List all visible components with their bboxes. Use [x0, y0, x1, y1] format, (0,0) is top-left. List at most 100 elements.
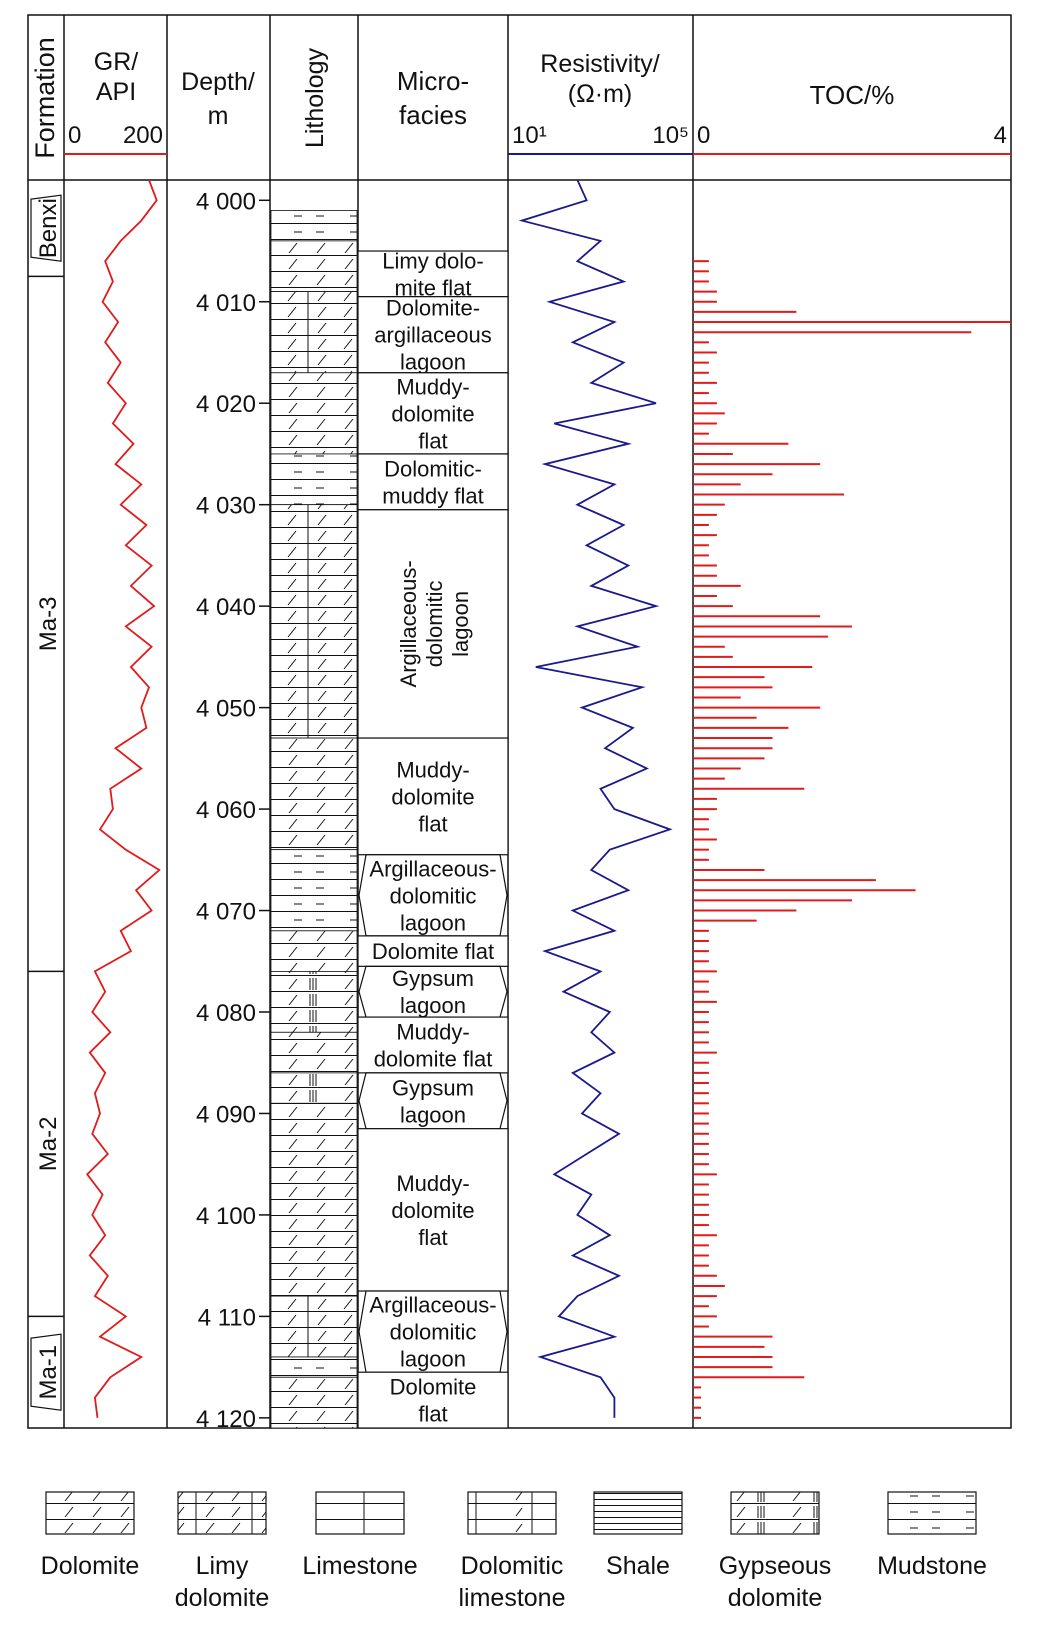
microfacies-label: dolomitic	[390, 1320, 477, 1345]
microfacies-box	[357, 1128, 509, 1292]
gr-track	[86, 179, 161, 1419]
microfacies-header-line2: facies	[399, 100, 467, 130]
lithology-mudstone	[270, 849, 358, 932]
toc-track	[693, 260, 1011, 1419]
microfacies-label: Argillaceous-	[396, 560, 421, 687]
lithology-limy-dolomite	[270, 291, 358, 374]
depth-tick-label: 4 070	[196, 899, 256, 926]
microfacies-label: Dolomitic-	[384, 456, 482, 481]
lithology-gypseous-dolomite	[270, 1072, 358, 1104]
depth-tick-label: 4 030	[196, 493, 256, 520]
legend-label: dolomite	[728, 1584, 823, 1612]
legend-label: Limestone	[302, 1552, 417, 1580]
microfacies-label: lagoon	[400, 1102, 466, 1127]
legend-swatch-dolomite	[45, 1491, 135, 1535]
microfacies-box	[357, 372, 509, 455]
microfacies-label: dolomitic	[422, 580, 447, 667]
microfacies-label: Dolomite	[390, 1375, 477, 1400]
formation-label: Benxi	[35, 198, 62, 258]
depth-tick-label: 4 010	[196, 290, 256, 317]
depth-tick-label: 4 050	[196, 696, 256, 723]
microfacies-box	[357, 296, 509, 374]
lithology-limy-dolomite	[270, 504, 358, 739]
lithology-legend: Dolomite Limy dolomite Limestone Dolomitic li…	[41, 1491, 987, 1612]
toc-header: TOC/%	[810, 80, 895, 110]
formation-label: Ma-3	[35, 597, 62, 652]
microfacies-label: Dolomite-	[386, 296, 480, 321]
microfacies-box	[357, 1371, 509, 1429]
toc-scale-min: 0	[697, 122, 710, 149]
depth-tick-label: 4 020	[196, 391, 256, 418]
microfacies-label: Dolomite flat	[372, 939, 494, 964]
microfacies-label: Gypsum	[392, 1075, 474, 1100]
legend-swatch-dolomitic-limestone	[467, 1491, 557, 1535]
depth-tick-label: 4 120	[196, 1406, 256, 1433]
lithology-dolomite	[270, 930, 358, 972]
lithology-mudstone	[270, 210, 358, 242]
log-frame	[27, 14, 1012, 1429]
microfacies-box	[357, 1016, 509, 1074]
microfacies-label: Muddy-	[396, 1019, 469, 1044]
microfacies-label: dolomite	[391, 401, 474, 426]
depth-header-line2: m	[208, 102, 229, 130]
depth-tick-label: 4 090	[196, 1101, 256, 1128]
header-row: Formation GR/ API 0 200 Depth/ m Litholo…	[30, 37, 1011, 159]
microfacies-label: dolomitic	[390, 883, 477, 908]
resistivity-header-line2: (Ω·m)	[568, 80, 633, 108]
depth-tick-label: 4 080	[196, 1000, 256, 1027]
microfacies-label: flat	[418, 428, 447, 453]
microfacies-label: muddy flat	[382, 483, 484, 508]
formation-label-box	[30, 1333, 62, 1411]
microfacies-label: Argillaceous-	[369, 856, 496, 881]
legend-swatch-limy-dolomite	[177, 1491, 267, 1535]
lithology-dolomite	[270, 1376, 358, 1429]
microfacies-box	[357, 509, 509, 739]
microfacies-box	[357, 737, 509, 856]
resistivity-track	[518, 179, 673, 1418]
lithology-mudstone	[270, 1356, 358, 1378]
legend-label: Gypseous	[719, 1552, 832, 1580]
microfacies-header-line1: Micro-	[397, 66, 469, 96]
microfacies-label: lagoon	[400, 993, 466, 1018]
gr-header-line1: GR/	[94, 48, 139, 76]
microfacies-label: Limy dolo-	[382, 248, 483, 273]
lithology-track	[270, 210, 358, 1429]
legend-swatch-gypseous-dolomite	[730, 1491, 820, 1535]
resistivity-scale-max: 10⁵	[652, 122, 689, 149]
gr-curve	[86, 179, 161, 1419]
lithology-header: Lithology	[301, 47, 329, 148]
resistivity-scale-min: 10¹	[512, 122, 547, 149]
lithology-gypseous-dolomite	[270, 971, 358, 1033]
microfacies-label: flat	[418, 1225, 447, 1250]
legend-swatch-shale	[593, 1491, 683, 1535]
depth-header-line1: Depth/	[181, 68, 255, 96]
formation-header: Formation	[30, 37, 60, 159]
formation-label-box	[30, 194, 62, 262]
microfacies-label: argillaceous	[374, 323, 491, 348]
microfacies-label: Gypsum	[392, 966, 474, 991]
legend-label: limestone	[459, 1584, 566, 1612]
microfacies-track: Limy dolo-mite flatDolomite-argillaceous…	[357, 248, 509, 1429]
microfacies-box	[357, 250, 509, 298]
resistivity-header-line1: Resistivity/	[540, 50, 660, 78]
legend-swatch-limestone	[315, 1491, 405, 1535]
depth-tick-label: 4 110	[198, 1304, 256, 1331]
formation-label: Ma-2	[35, 1117, 62, 1172]
depth-tick-label: 4 040	[196, 594, 256, 621]
legend-swatch-mudstone	[887, 1491, 977, 1535]
legend-label: dolomite	[175, 1584, 270, 1612]
lithology-mudstone	[270, 453, 358, 506]
microfacies-label: lagoon	[400, 1347, 466, 1372]
microfacies-label: Muddy-	[396, 1171, 469, 1196]
microfacies-label: flat	[418, 1402, 447, 1427]
lithology-limy-dolomite	[270, 1295, 358, 1358]
gr-header-line2: API	[96, 78, 136, 106]
gr-scale-max: 200	[123, 122, 163, 149]
lithology-dolomite	[270, 737, 358, 851]
microfacies-box	[357, 453, 509, 511]
microfacies-label: Muddy-	[396, 757, 469, 782]
microfacies-label: flat	[418, 811, 447, 836]
microfacies-label: dolomite	[391, 1198, 474, 1223]
microfacies-label: dolomite flat	[374, 1046, 493, 1071]
